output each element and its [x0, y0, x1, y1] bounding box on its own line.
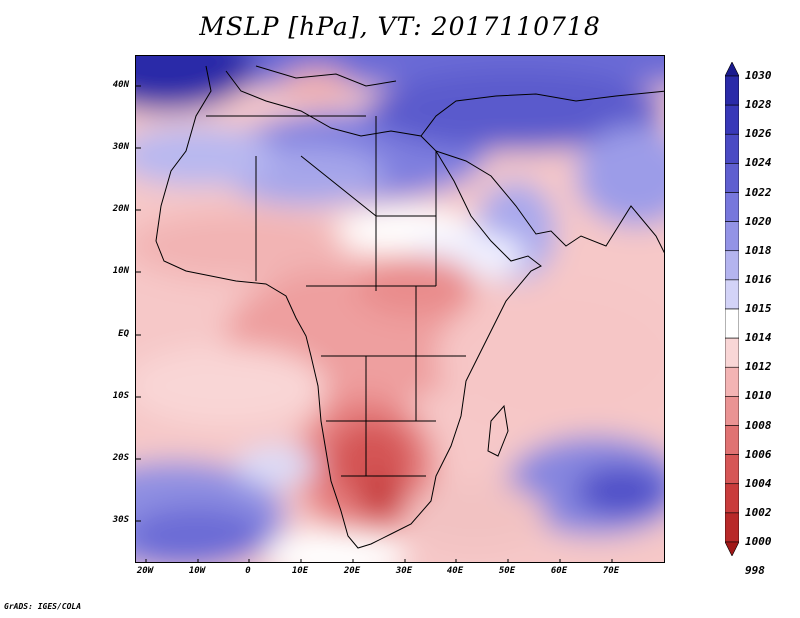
- colorbar-label: 1014: [745, 331, 772, 345]
- footer-credit: GrADS: IGES/COLA: [4, 602, 82, 611]
- colorbar-segment: [725, 163, 739, 193]
- map-plot-area[interactable]: [135, 55, 665, 563]
- lat-label-20n: 20N: [112, 204, 129, 214]
- lon-label-50e: 50E: [498, 566, 516, 576]
- colorbar-top-arrow: [725, 62, 739, 77]
- lat-label-10s: 10S: [112, 391, 129, 401]
- colorbar-segment: [725, 104, 739, 135]
- lat-label-30s: 30S: [112, 515, 129, 525]
- map-title: MSLP [hPa], VT: 2017110718: [199, 12, 601, 41]
- lon-label-10e: 10E: [291, 566, 309, 576]
- colorbar-label: 1010: [745, 389, 772, 403]
- lon-label-60e: 60E: [550, 566, 568, 576]
- colorbar-label: 1022: [745, 185, 772, 199]
- colorbar-label: 1020: [745, 214, 772, 228]
- colorbar-segment: [725, 75, 739, 106]
- colorbar-segment: [725, 279, 739, 310]
- colorbar-label: 1012: [745, 360, 772, 374]
- lat-label-eq: EQ: [118, 329, 129, 339]
- colorbar-bottom-arrow: [725, 541, 739, 556]
- lon-label-20w: 20W: [136, 566, 154, 576]
- colorbar-segment: [725, 133, 739, 164]
- colorbar-segment: [725, 192, 739, 222]
- colorbar-label: 1026: [745, 127, 772, 141]
- colorbar-segment: [725, 366, 739, 397]
- lon-label-30e: 30E: [395, 566, 413, 576]
- colorbar-segment: [725, 483, 739, 514]
- coastlines: [155, 65, 664, 549]
- lon-label-70e: 70E: [602, 566, 620, 576]
- colorbar-segment: [725, 337, 739, 368]
- colorbar-label: 1016: [745, 272, 772, 286]
- colorbar-segment: [725, 425, 739, 455]
- colorbar-segment: [725, 221, 739, 252]
- lat-label-30n: 30N: [112, 142, 129, 152]
- colorbar-label: 1018: [745, 243, 772, 257]
- colorbar-label: 998: [745, 564, 765, 578]
- lat-label-40n: 40N: [112, 80, 129, 90]
- colorbar-label: 1024: [745, 156, 772, 170]
- lon-label-40e: 40E: [446, 566, 464, 576]
- colorbar-label: 1004: [745, 476, 772, 490]
- colorbar-label: 1028: [745, 98, 772, 112]
- colorbar-label: 1015: [745, 302, 772, 315]
- colorbar-segment: [725, 512, 739, 543]
- colorbar-label: 1008: [745, 418, 772, 432]
- pressure-field: [136, 56, 664, 562]
- tick-marks: [136, 85, 613, 562]
- lon-label-20e: 20E: [343, 566, 361, 576]
- colorbar-label: 1030: [745, 69, 772, 82]
- colorbar-label: 1002: [745, 505, 772, 519]
- colorbar-segment: [725, 396, 739, 426]
- lon-label-0: 0: [245, 566, 251, 576]
- lat-label-10n: 10N: [112, 266, 129, 276]
- colorbar-label: 1006: [745, 447, 772, 461]
- colorbar-label: 1000: [745, 535, 772, 548]
- lon-label-10w: 10W: [188, 566, 206, 576]
- colorbar: [725, 62, 739, 556]
- colorbar-segment: [725, 250, 739, 281]
- colorbar-segment: [725, 454, 739, 485]
- lat-label-20s: 20S: [112, 453, 129, 463]
- colorbar-segment: [725, 308, 739, 339]
